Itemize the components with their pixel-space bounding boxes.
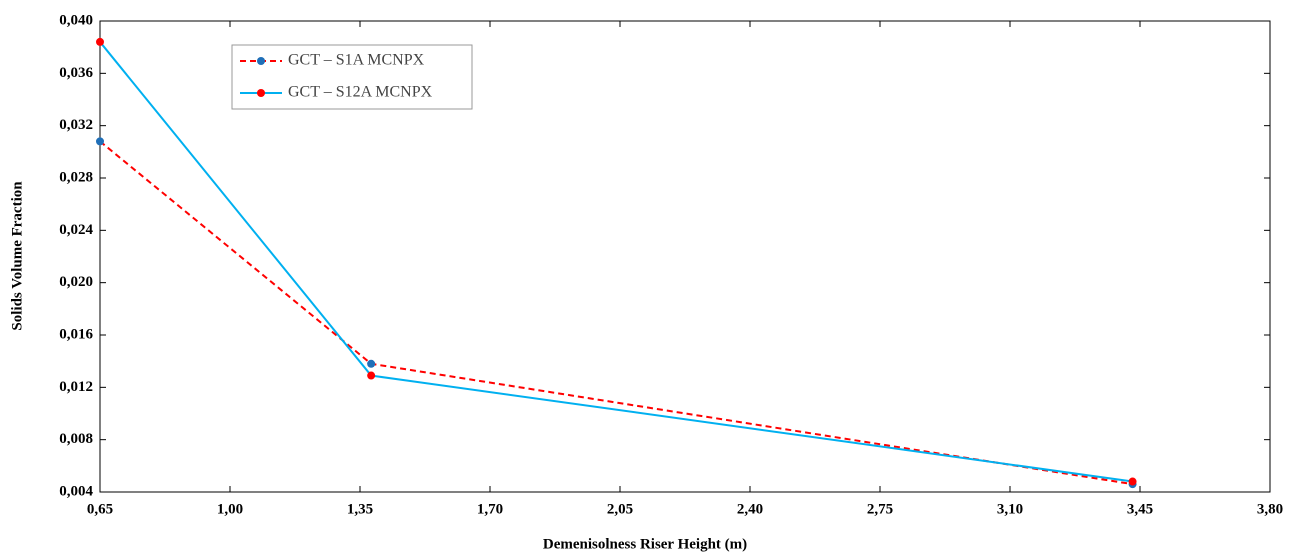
legend-label: GCT – S1A MCNPX (288, 52, 425, 69)
legend-box (231, 44, 473, 110)
y-axis-title: Solids Volume Fraction (9, 181, 25, 331)
data-point (96, 137, 104, 146)
legend-marker (257, 89, 265, 97)
y-tick-label: 0,020 (59, 274, 93, 290)
plot-frame (99, 20, 1271, 493)
y-tick-label: 0,032 (59, 117, 93, 133)
y-tick-label: 0,028 (59, 169, 93, 185)
x-tick-label: 0,65 (87, 501, 113, 517)
data-point (367, 359, 376, 368)
x-tick-label: 1,00 (217, 501, 243, 517)
legend-label: GCT – S12A MCNPX (288, 84, 433, 101)
y-tick-label: 0,004 (59, 483, 93, 499)
data-point (96, 37, 104, 46)
legend-marker (257, 57, 265, 65)
x-tick-label: 3,10 (997, 501, 1023, 517)
x-tick-label: 1,35 (347, 501, 373, 517)
y-tick-label: 0,016 (59, 326, 93, 342)
data-point (1128, 477, 1137, 486)
y-tick-label: 0,012 (59, 379, 93, 395)
y-tick-label: 0,024 (59, 222, 93, 238)
series-line (99, 140, 1133, 486)
data-point (367, 371, 376, 380)
y-tick-label: 0,040 (59, 12, 93, 28)
y-tick-label: 0,036 (59, 65, 93, 81)
x-tick-label: 1,70 (477, 501, 503, 517)
x-tick-label: 2,40 (737, 501, 763, 517)
x-tick-label: 3,45 (1127, 501, 1153, 517)
y-tick-label: 0,008 (59, 431, 93, 447)
x-tick-label: 3,80 (1257, 501, 1283, 517)
x-tick-label: 2,05 (607, 501, 633, 517)
x-axis-title: Demenisolness Riser Height (m) (543, 536, 747, 552)
x-tick-label: 2,75 (867, 501, 893, 517)
